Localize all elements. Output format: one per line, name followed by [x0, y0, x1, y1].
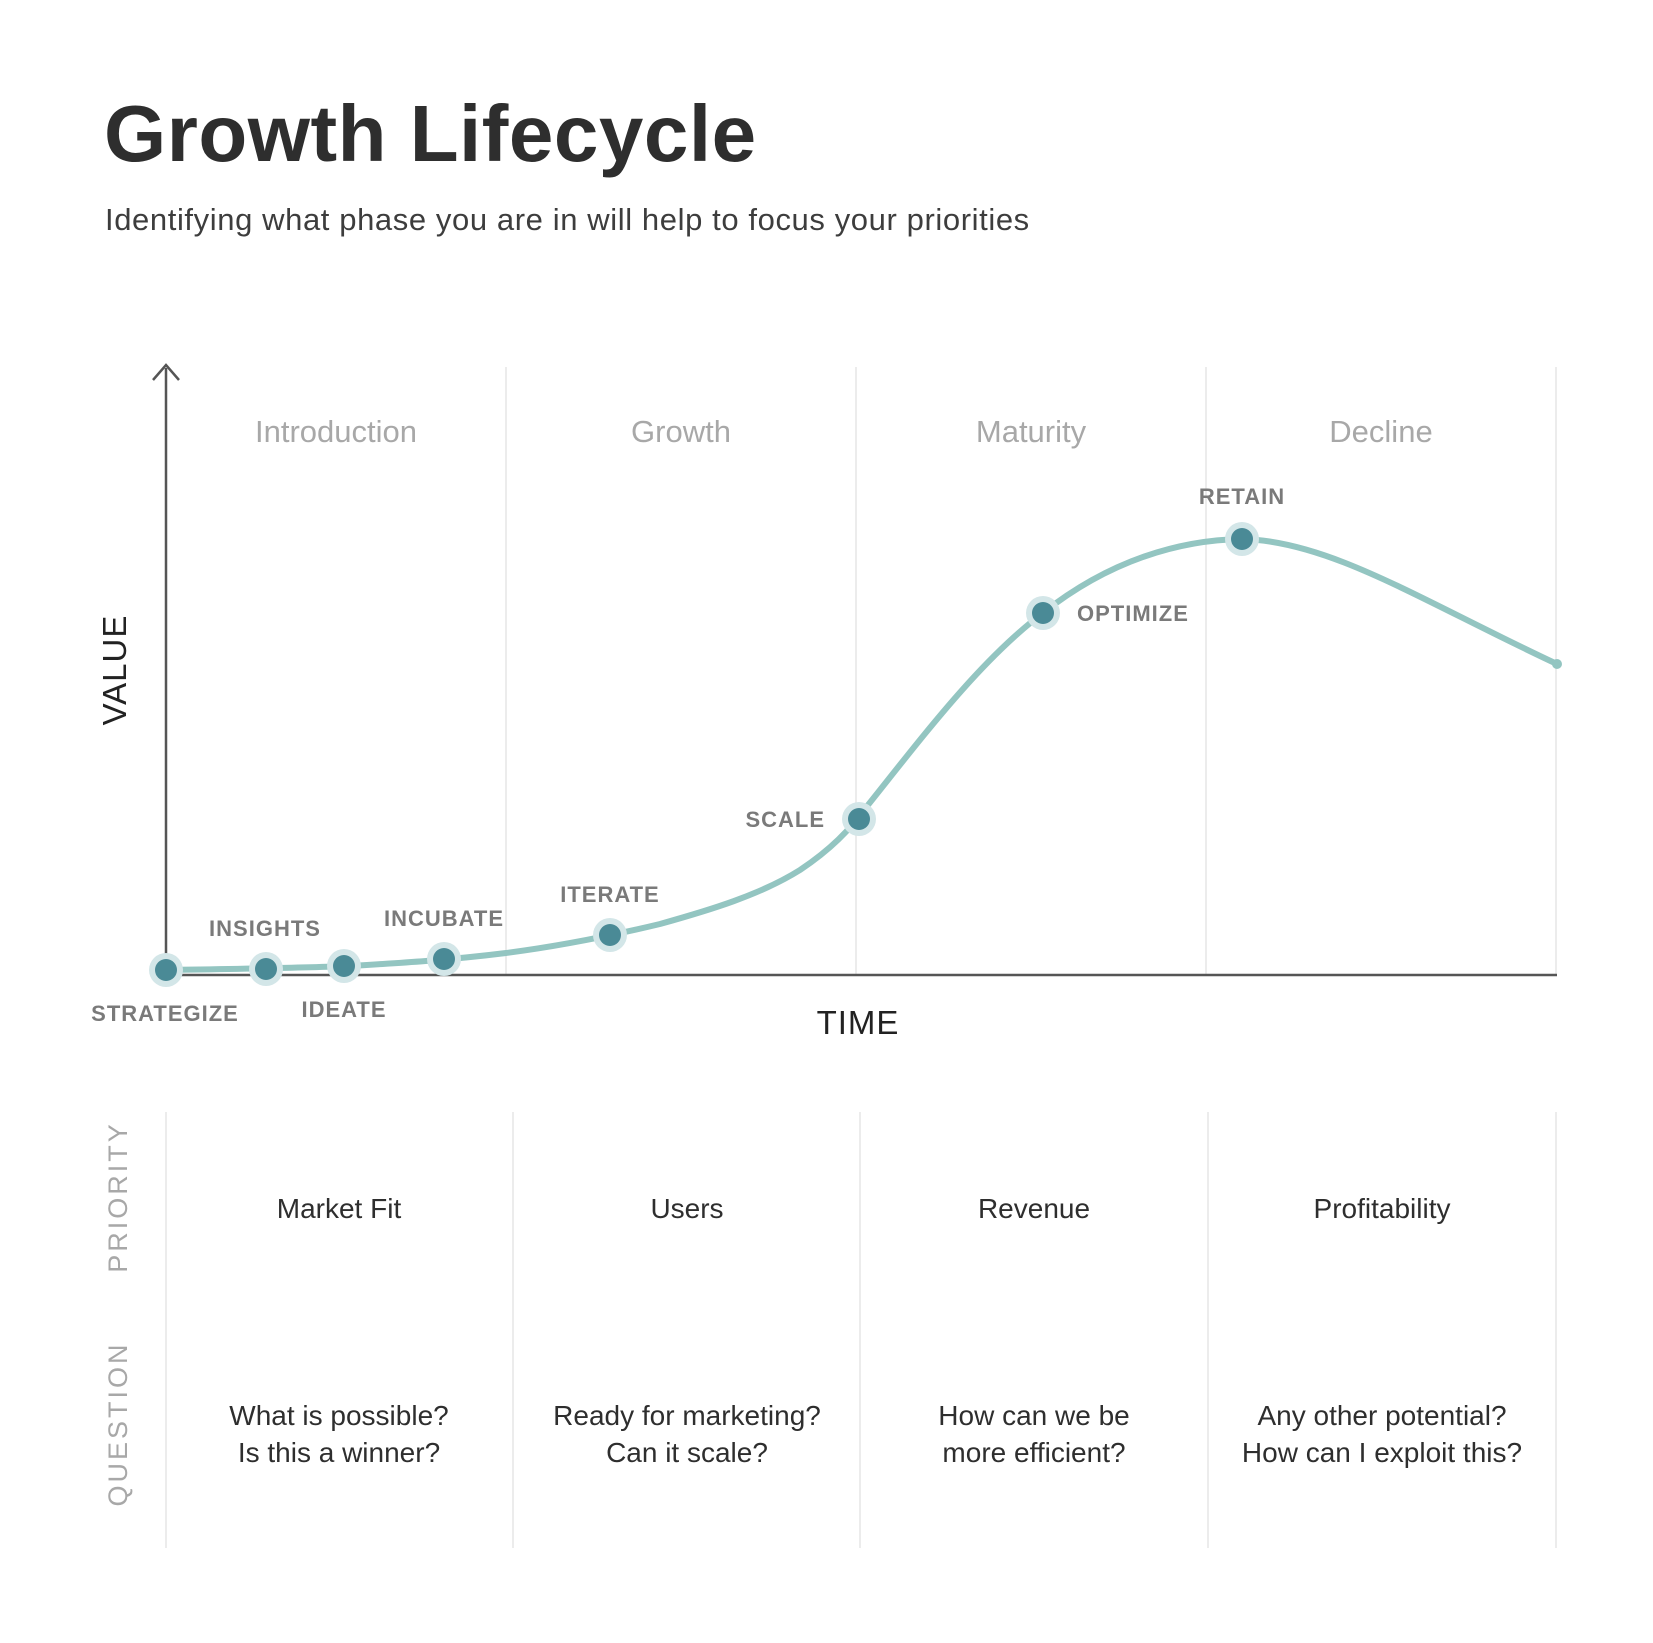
- curve-endpoint: [1552, 659, 1562, 669]
- question-line: Is this a winner?: [237, 1437, 441, 1468]
- phase-growth: Growth: [631, 414, 731, 449]
- phase-labels: Introduction Growth Maturity Decline: [255, 414, 1433, 449]
- marker-retain: [1225, 522, 1259, 556]
- question-line: more efficient?: [942, 1437, 1126, 1468]
- question-cell-growth: Ready for marketing? Can it scale?: [517, 1397, 857, 1471]
- lifecycle-curve: [163, 535, 1560, 973]
- question-line: Ready for marketing?: [553, 1400, 821, 1431]
- question-line: How can we be: [938, 1400, 1130, 1431]
- marker-scale: [842, 802, 876, 836]
- marker-iterate: [593, 918, 627, 952]
- stage-label-insights: INSIGHTS: [209, 916, 321, 941]
- page-title: Growth Lifecycle: [104, 89, 757, 178]
- question-line: What is possible?: [229, 1400, 449, 1431]
- stage-label-iterate: ITERATE: [560, 882, 659, 907]
- stage-label-optimize: OPTIMIZE: [1077, 601, 1189, 626]
- marker-optimize: [1026, 596, 1060, 630]
- stage-markers: [149, 522, 1259, 987]
- stage-label-retain: RETAIN: [1199, 484, 1285, 509]
- phase-decline: Decline: [1329, 414, 1432, 449]
- question-line: Any other potential?: [1257, 1400, 1507, 1431]
- question-row-label: QUESTION: [103, 1341, 133, 1506]
- priority-cell-revenue: Revenue: [977, 1193, 1091, 1224]
- priority-row-label: PRIORITY: [103, 1121, 133, 1273]
- question-line: Can it scale?: [606, 1437, 768, 1468]
- axes: [152, 363, 1557, 977]
- priority-cell-profitability: Profitability: [1313, 1193, 1451, 1224]
- priority-cell-users: Users: [650, 1193, 724, 1224]
- stage-label-ideate: IDEATE: [301, 997, 386, 1022]
- question-cell-introduction: What is possible? Is this a winner?: [169, 1397, 509, 1471]
- stage-label-scale: SCALE: [745, 807, 825, 832]
- question-line: How can I exploit this?: [1241, 1437, 1523, 1468]
- page-subtitle: Identifying what phase you are in will h…: [105, 202, 1030, 237]
- stage-label-incubate: INCUBATE: [384, 906, 504, 931]
- phase-maturity: Maturity: [976, 414, 1087, 449]
- marker-insights: [249, 952, 283, 986]
- phase-introduction: Introduction: [255, 414, 417, 449]
- question-cell-maturity: How can we be more efficient?: [864, 1397, 1204, 1471]
- question-cell-decline: Any other potential? How can I exploit t…: [1212, 1397, 1552, 1471]
- marker-incubate: [427, 942, 461, 976]
- y-axis-arrow: [152, 363, 180, 381]
- table-dividers: [165, 1112, 1557, 1548]
- marker-strategize: [149, 953, 183, 987]
- phase-dividers: [505, 367, 1557, 975]
- marker-ideate: [327, 949, 361, 983]
- priority-cell-market-fit: Market Fit: [276, 1193, 402, 1224]
- x-axis-label: TIME: [817, 1004, 900, 1041]
- stage-label-strategize: STRATEGIZE: [91, 1001, 239, 1026]
- y-axis-label: VALUE: [96, 615, 133, 726]
- stage-labels: STRATEGIZE INSIGHTS IDEATE INCUBATE ITER…: [91, 484, 1285, 1026]
